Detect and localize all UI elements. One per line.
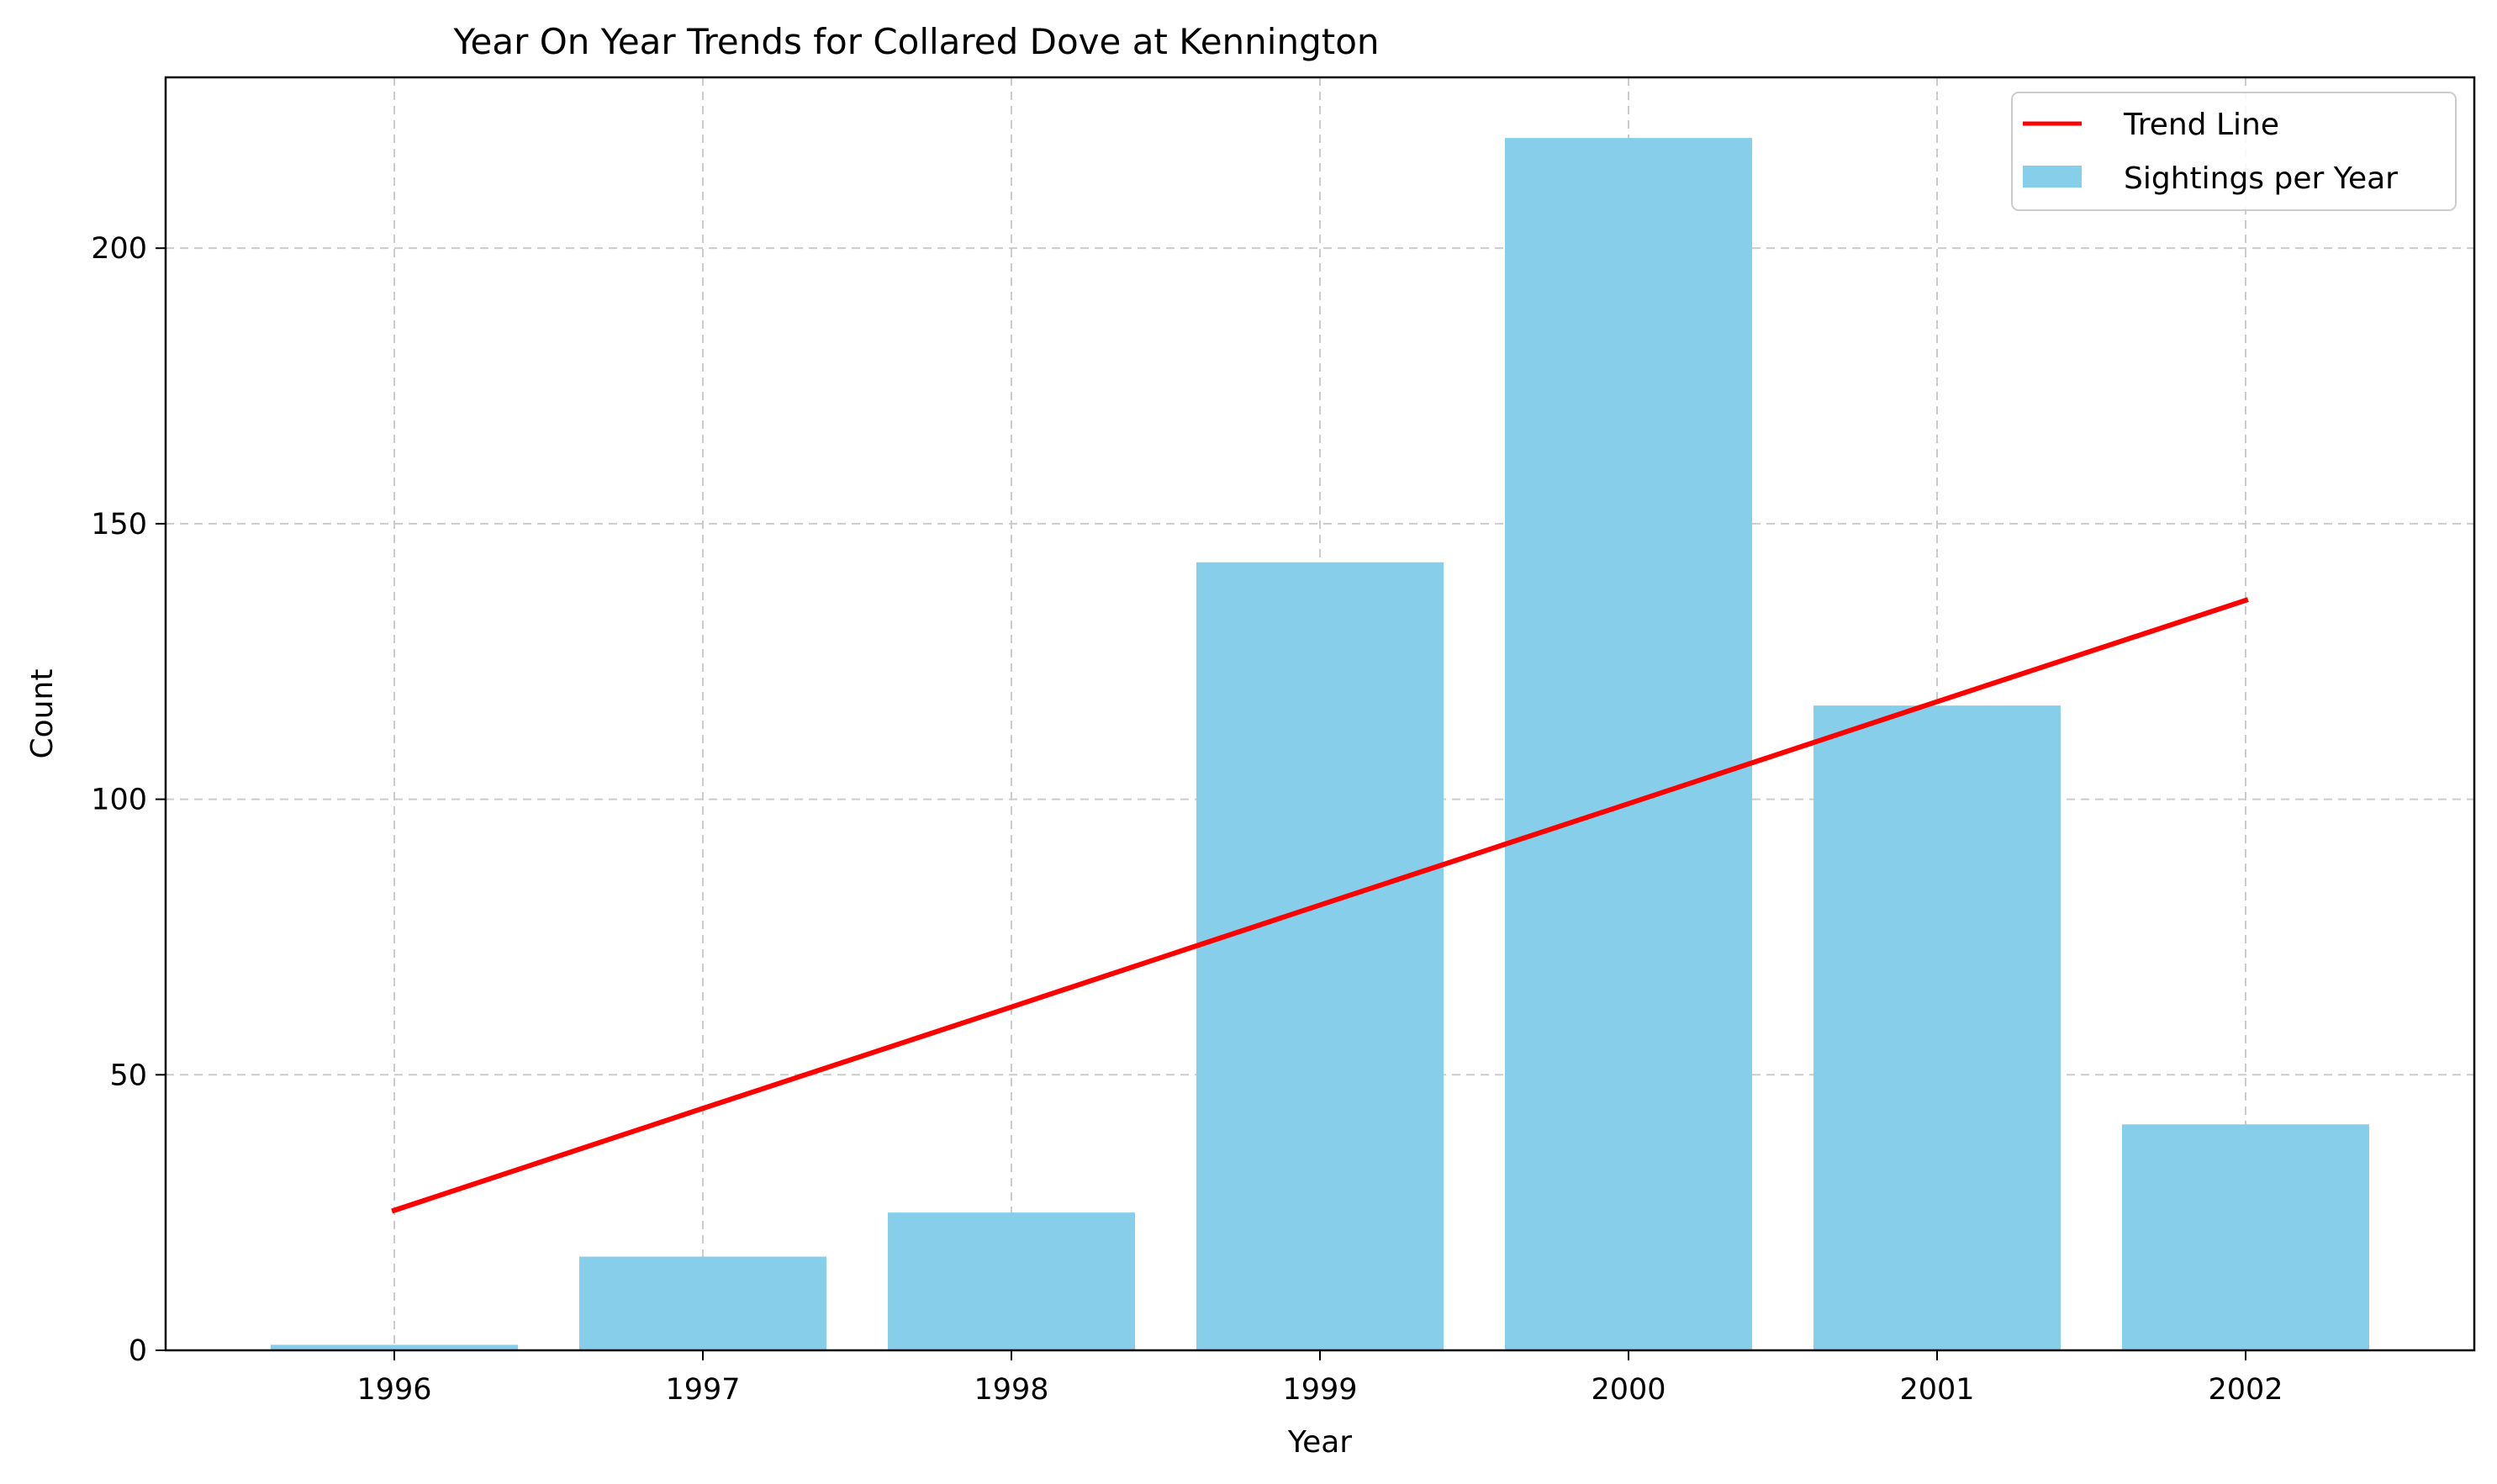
bar-2001 [1813,705,2061,1350]
trend-line [391,597,2249,1214]
bar-1999 [1196,562,1444,1350]
legend-label-trend-line: Trend Line [2123,108,2279,142]
y-tick-label: 100 [91,784,147,817]
bar-2002 [2122,1124,2369,1350]
chart-title: Year On Year Trends for Collared Dove at… [452,21,1379,62]
trend-line-layer [391,597,2249,1214]
y-axis-ticks: 0 50 100 150 200 [91,232,166,1368]
x-tick-label: 1998 [974,1373,1048,1407]
y-tick-label: 150 [91,508,147,541]
bar-1998 [888,1212,1135,1350]
y-tick-label: 0 [129,1334,147,1368]
bar-1997 [579,1256,826,1350]
x-tick-label: 2002 [2208,1373,2283,1407]
legend: Trend Line Sightings per Year [2011,92,2457,211]
x-tick-label: 1997 [665,1373,740,1407]
x-axis-ticks: 1996 1997 1998 1999 2000 2001 2002 [356,1350,2283,1407]
legend-box [2011,92,2457,211]
x-tick-label: 1996 [356,1373,431,1407]
x-axis-label: Year [1287,1425,1352,1460]
y-axis-label: Count [25,669,60,759]
y-tick-label: 200 [91,232,147,266]
bar-2000 [1505,138,1752,1351]
legend-swatch-sightings [2023,166,2082,187]
x-tick-label: 2001 [1899,1373,1974,1407]
x-tick-label: 1999 [1282,1373,1357,1407]
legend-label-sightings: Sightings per Year [2124,161,2398,196]
y-tick-label: 50 [109,1059,147,1092]
x-tick-label: 2000 [1591,1373,1666,1407]
bars [271,138,2369,1351]
bar-1996 [271,1344,518,1350]
